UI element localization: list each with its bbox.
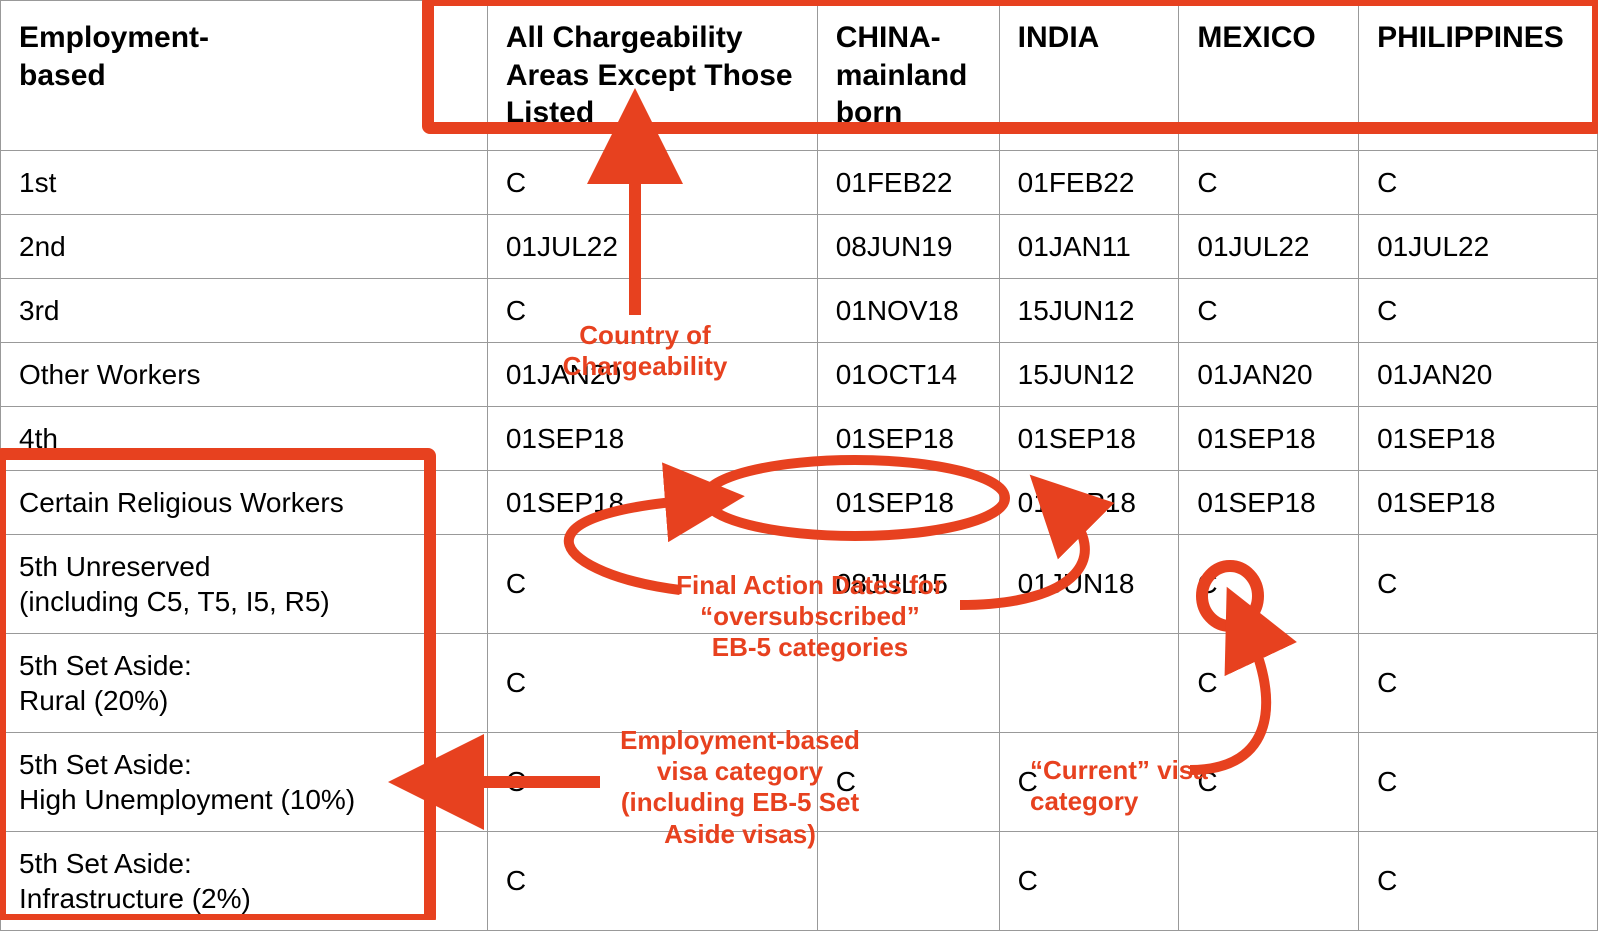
- table-cell: 08JUL15: [817, 534, 999, 633]
- table-cell: C: [999, 732, 1179, 831]
- table-cell: C: [1359, 732, 1598, 831]
- table-row: 2nd01JUL2208JUN1901JAN1101JUL2201JUL22: [1, 214, 1598, 278]
- table-cell: 01SEP18: [1359, 406, 1598, 470]
- col-header: CHINA- mainland born: [817, 1, 999, 151]
- row-label: Certain Religious Workers: [1, 470, 488, 534]
- table-row: 5th Unreserved(including C5, T5, I5, R5)…: [1, 534, 1598, 633]
- table-cell: 01SEP18: [817, 406, 999, 470]
- row-label: 1st: [1, 150, 488, 214]
- table-cell: 01SEP18: [1359, 470, 1598, 534]
- table-cell: 01JAN20: [487, 342, 817, 406]
- row-label: Other Workers: [1, 342, 488, 406]
- table-cell: 01SEP18: [1179, 470, 1359, 534]
- table-header-row: Employment-based All Chargeability Areas…: [1, 1, 1598, 151]
- table-cell: 01JUL22: [487, 214, 817, 278]
- table-cell: [817, 633, 999, 732]
- col-header: MEXICO: [1179, 1, 1359, 151]
- row-label: 5th Set Aside:High Unemployment (10%): [1, 732, 488, 831]
- table-cell: 01NOV18: [817, 278, 999, 342]
- table-cell: 01JUN18: [999, 534, 1179, 633]
- table-row: 5th Set Aside:Infrastructure (2%)CCC: [1, 831, 1598, 930]
- table-cell: 01JAN11: [999, 214, 1179, 278]
- table-cell: 01SEP18: [999, 470, 1179, 534]
- table-cell: [817, 831, 999, 930]
- table-cell: C: [487, 633, 817, 732]
- table-cell: 01SEP18: [1179, 406, 1359, 470]
- row-label: 4th: [1, 406, 488, 470]
- table-cell: C: [1359, 534, 1598, 633]
- table-cell: 01FEB22: [817, 150, 999, 214]
- page: Employment-based All Chargeability Areas…: [0, 0, 1598, 920]
- row-label: 5th Set Aside:Rural (20%): [1, 633, 488, 732]
- row-label: 5th Set Aside:Infrastructure (2%): [1, 831, 488, 930]
- table-cell: C: [1179, 732, 1359, 831]
- table-cell: C: [487, 732, 817, 831]
- table-row: 4th01SEP1801SEP1801SEP1801SEP1801SEP18: [1, 406, 1598, 470]
- table-cell: 15JUN12: [999, 278, 1179, 342]
- table-cell: C: [999, 831, 1179, 930]
- col-header: INDIA: [999, 1, 1179, 151]
- table-cell: C: [1179, 278, 1359, 342]
- table-row: Other Workers01JAN2001OCT1415JUN1201JAN2…: [1, 342, 1598, 406]
- table-body: 1stC01FEB2201FEB22CC2nd01JUL2208JUN1901J…: [1, 150, 1598, 930]
- table-cell: 01JAN20: [1359, 342, 1598, 406]
- row-label: 2nd: [1, 214, 488, 278]
- table-row: 1stC01FEB2201FEB22CC: [1, 150, 1598, 214]
- table-cell: C: [1359, 150, 1598, 214]
- row-label: 5th Unreserved(including C5, T5, I5, R5): [1, 534, 488, 633]
- table-cell: 01OCT14: [817, 342, 999, 406]
- table-row: 5th Set Aside:High Unemployment (10%)CCC…: [1, 732, 1598, 831]
- table-row: 5th Set Aside:Rural (20%)CCC: [1, 633, 1598, 732]
- row-header-label: Employment-based: [1, 1, 488, 151]
- table-cell: C: [1359, 278, 1598, 342]
- table-cell: C: [487, 831, 817, 930]
- table-cell: 01FEB22: [999, 150, 1179, 214]
- table-cell: [999, 633, 1179, 732]
- table-cell: 01SEP18: [999, 406, 1179, 470]
- visa-bulletin-table: Employment-based All Chargeability Areas…: [0, 0, 1598, 931]
- table-cell: 08JUN19: [817, 214, 999, 278]
- table-cell: C: [1359, 831, 1598, 930]
- table-cell: C: [1179, 633, 1359, 732]
- table-cell: 01SEP18: [487, 406, 817, 470]
- table-cell: C: [1179, 534, 1359, 633]
- table-cell: C: [1179, 150, 1359, 214]
- table-row: Certain Religious Workers01SEP1801SEP180…: [1, 470, 1598, 534]
- table-cell: 01JUL22: [1179, 214, 1359, 278]
- table-cell: C: [817, 732, 999, 831]
- table-cell: C: [487, 150, 817, 214]
- col-header: All Chargeability Areas Except Those Lis…: [487, 1, 817, 151]
- table-row: 3rdC01NOV1815JUN12CC: [1, 278, 1598, 342]
- col-header: PHILIPPINES: [1359, 1, 1598, 151]
- table-cell: C: [1359, 633, 1598, 732]
- table-cell: 01SEP18: [487, 470, 817, 534]
- table-cell: 01SEP18: [817, 470, 999, 534]
- table-cell: 01JUL22: [1359, 214, 1598, 278]
- table-cell: 01JAN20: [1179, 342, 1359, 406]
- table-cell: C: [487, 278, 817, 342]
- table-cell: [1179, 831, 1359, 930]
- table-cell: C: [487, 534, 817, 633]
- table-cell: 15JUN12: [999, 342, 1179, 406]
- row-label: 3rd: [1, 278, 488, 342]
